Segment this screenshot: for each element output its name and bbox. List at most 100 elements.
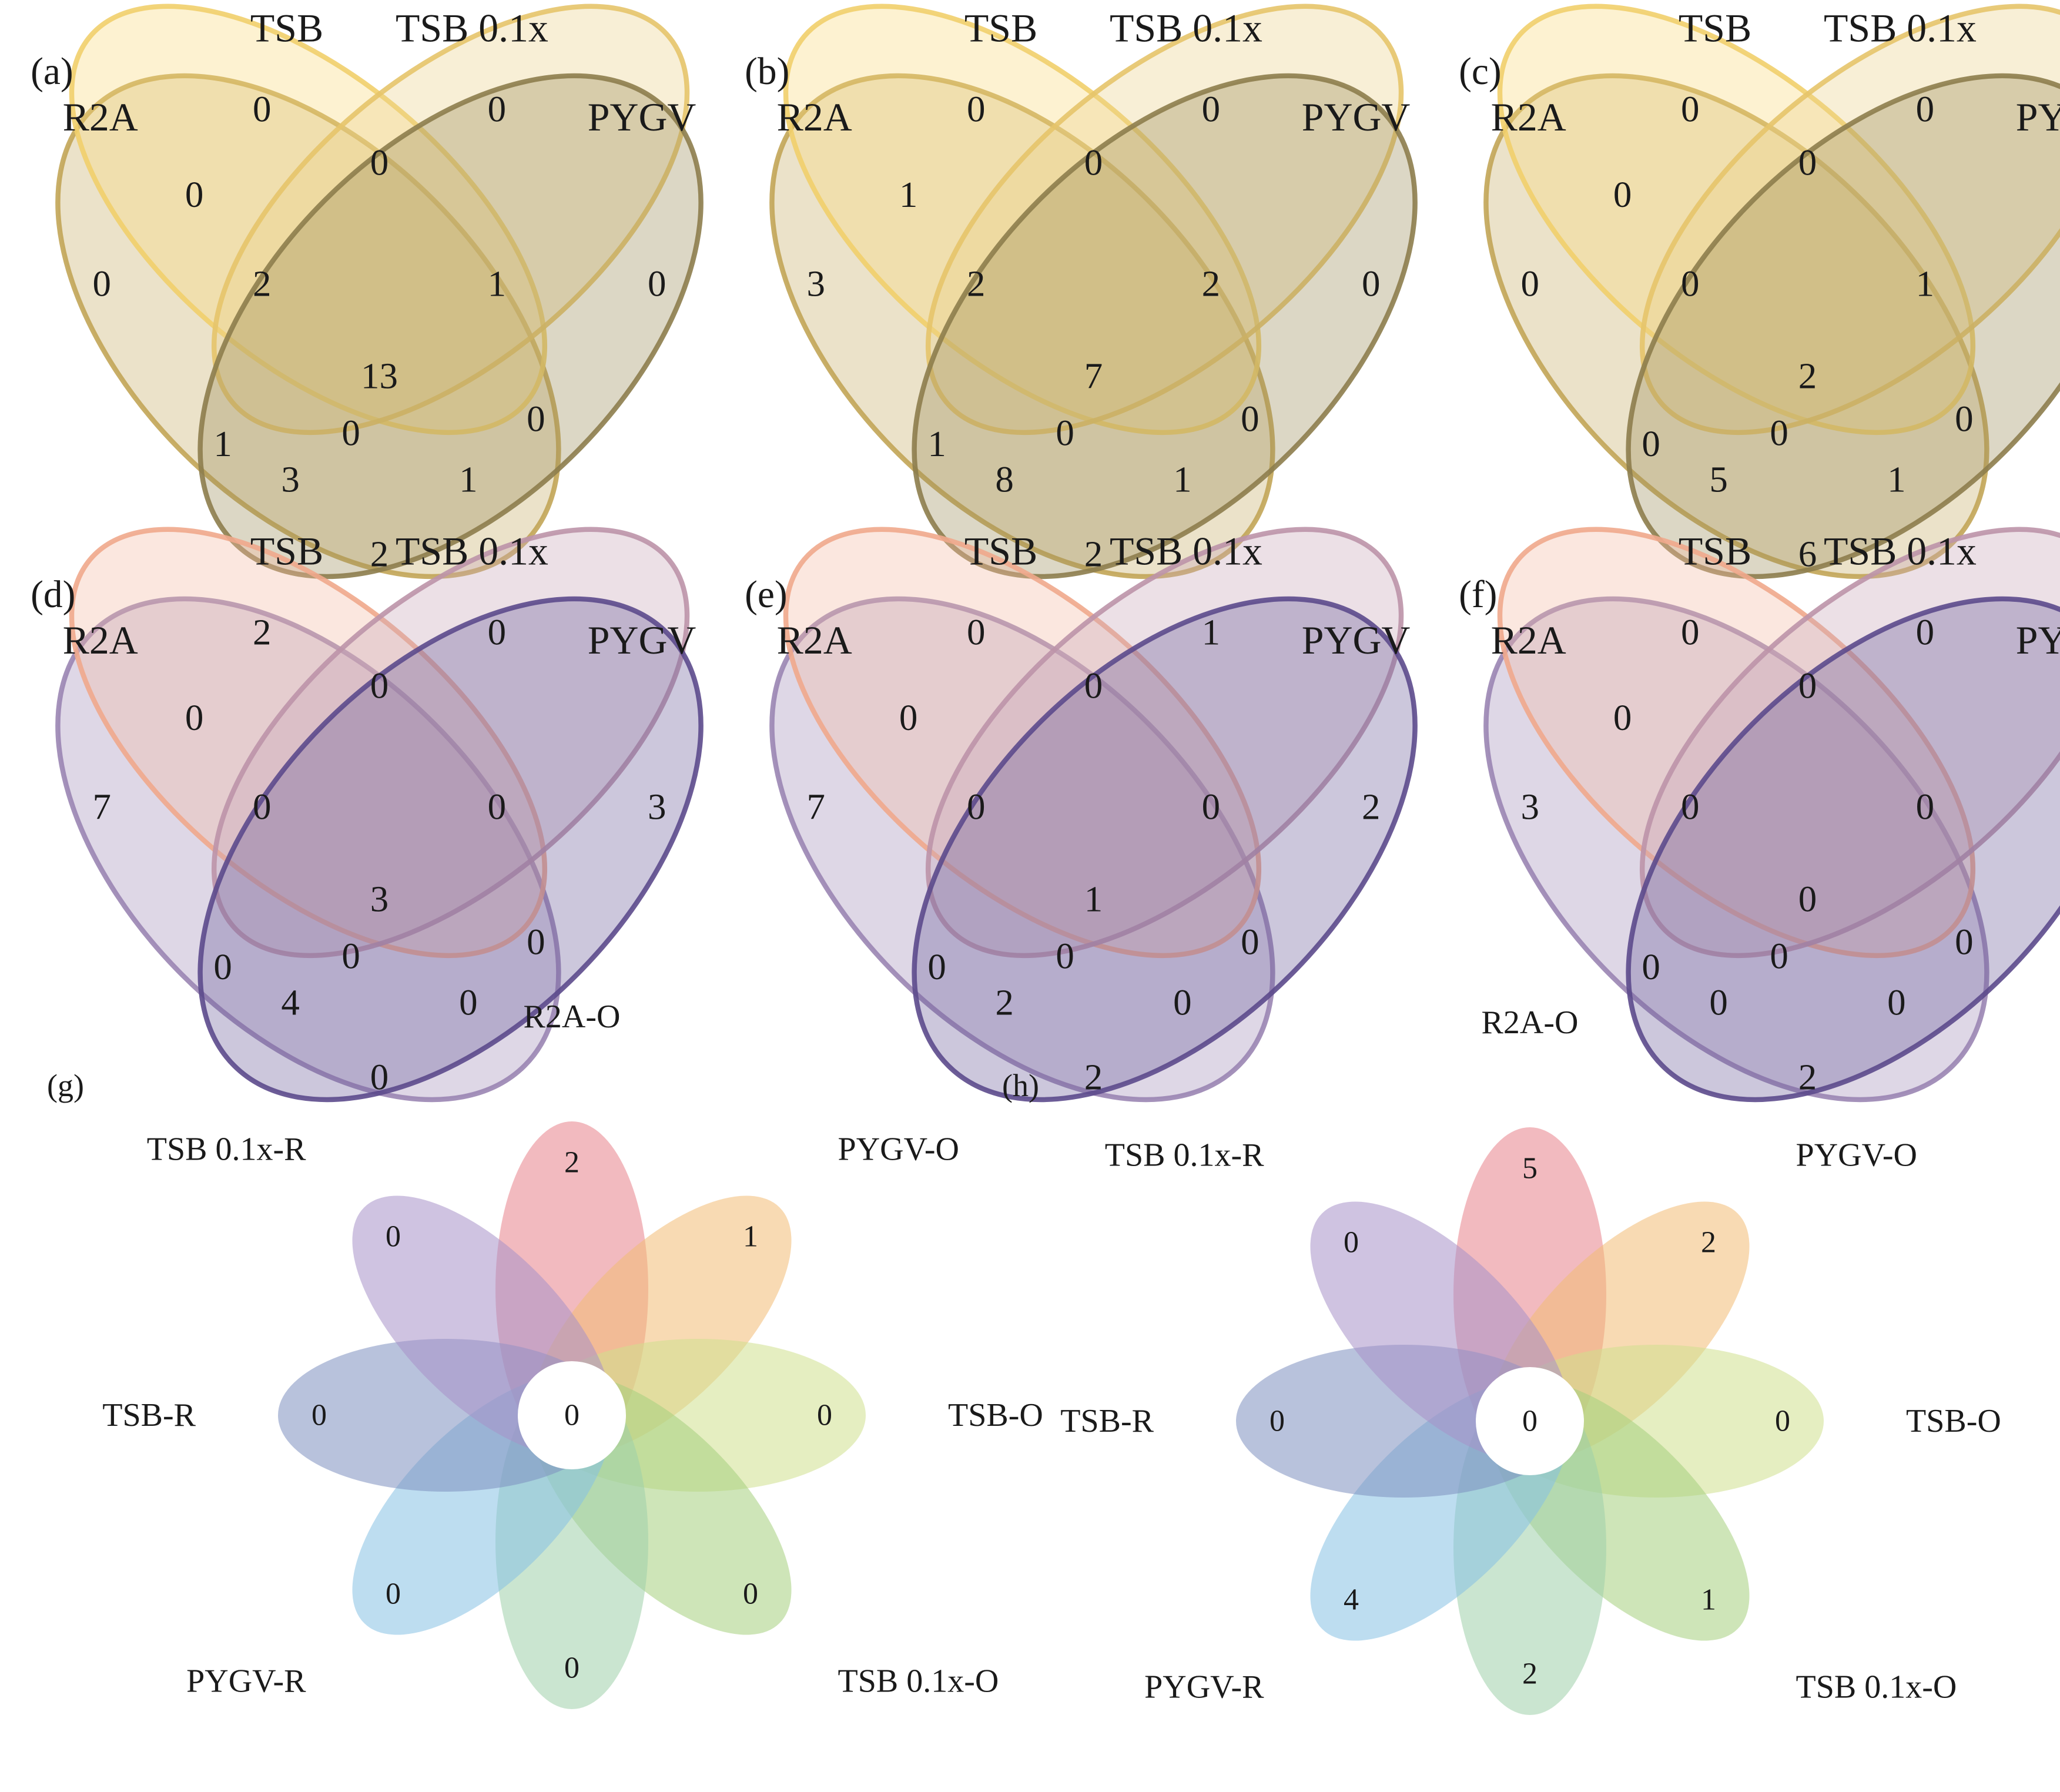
region-count-bcd: 0 (341, 413, 360, 454)
set-label-r2a: R2A (1491, 95, 1566, 139)
region-count-b: 0 (967, 89, 985, 130)
region-count-acd: 1 (1173, 458, 1191, 500)
region-count-abc: 0 (1955, 921, 1973, 962)
region-count-bd: 0 (488, 786, 506, 827)
region-count-ac: 0 (1681, 786, 1699, 827)
set-label-pygv: PYGV (1302, 95, 1411, 139)
region-count-abc: 0 (1241, 921, 1259, 962)
region-count-ad: 1 (213, 423, 232, 464)
petal-value-pygv-o: 2 (1701, 1225, 1716, 1259)
region-count-ab: 0 (185, 697, 203, 738)
region-count-ad: 0 (213, 946, 232, 987)
set-ellipse-pygv (912, 596, 1418, 1103)
petal-value-pygv-r: 0 (386, 1577, 401, 1611)
region-count-b: 0 (253, 89, 271, 130)
region-count-cd: 2 (1798, 1056, 1817, 1097)
set-ellipse-tsb-0-1x (211, 527, 690, 958)
petal-label-tsb-0-1x-o: TSB 0.1x-O (838, 1663, 999, 1700)
set-ellipse-tsb-0-1x (925, 527, 1404, 958)
region-count-b: 0 (1681, 612, 1699, 653)
set-ellipse-tsb-0-1x (211, 4, 690, 435)
set-label-tsb: TSB (964, 6, 1037, 51)
petal-label-pygv-o: PYGV-O (1796, 1137, 1917, 1173)
region-count-cd: 2 (1084, 1056, 1103, 1097)
petal-value-tsb-0-1x-r: 0 (386, 1220, 401, 1253)
region-count-bcd: 0 (1770, 936, 1788, 977)
petal-value-tsb-o: 0 (1775, 1405, 1790, 1438)
region-count-ab: 0 (185, 174, 203, 215)
region-count-bd: 2 (1202, 263, 1220, 304)
region-count-abd: 5 (1709, 458, 1727, 500)
region-count-abd: 2 (995, 982, 1013, 1023)
region-count-b: 0 (967, 612, 985, 653)
petal-label-pygv-r: PYGV-R (1144, 1669, 1264, 1706)
region-count-a: 0 (1520, 263, 1539, 304)
region-count-abc: 0 (527, 921, 545, 962)
petal-value-r2a-o: 2 (564, 1146, 580, 1180)
set-label-pygv: PYGV (2016, 95, 2060, 139)
region-count-acd: 0 (1173, 982, 1191, 1023)
region-count-cd: 2 (370, 533, 388, 574)
petal-value-tsb-r: 0 (311, 1399, 327, 1432)
region-count-ac: 0 (967, 786, 985, 827)
region-count-a: 7 (806, 786, 825, 827)
flower-center (1476, 1367, 1584, 1475)
region-count-abd: 0 (1709, 982, 1727, 1023)
region-count-ab: 0 (899, 697, 917, 738)
petal-label-tsb-o: TSB-O (948, 1397, 1043, 1433)
region-count-ad: 0 (1642, 423, 1660, 464)
region-count-ab: 0 (1613, 174, 1632, 215)
region-count-a: 3 (1520, 786, 1539, 827)
set-label-tsb: TSB (964, 530, 1037, 574)
region-count-bcd: 0 (1770, 413, 1788, 454)
region-count-bcd: 0 (341, 936, 360, 977)
petal-value-tsb-0-1x-o: 0 (743, 1577, 758, 1611)
region-count-abc: 0 (527, 398, 545, 439)
set-ellipse-pygv (197, 596, 704, 1103)
region-count-bc: 0 (1798, 665, 1817, 706)
set-label-r2a: R2A (63, 618, 138, 662)
set-ellipse-tsb-0-1x (925, 4, 1404, 435)
region-count-a: 0 (92, 263, 110, 304)
region-count-abcd: 3 (370, 879, 388, 920)
set-ellipse-r2a (769, 596, 1275, 1103)
flower-center-value: 0 (1522, 1405, 1538, 1438)
petal-label-pygv-r: PYGV-R (186, 1663, 306, 1700)
panel-letter: (h) (1002, 1068, 1039, 1103)
flower-center-value: 0 (564, 1399, 580, 1432)
petal-value-tsb-0-1x-r: 0 (1344, 1225, 1359, 1259)
region-count-c: 0 (1202, 89, 1220, 130)
petal-label-tsb-0-1x-r: TSB 0.1x-R (147, 1131, 306, 1167)
region-count-ac: 2 (253, 263, 271, 304)
region-count-b: 2 (253, 612, 271, 653)
set-label-tsb-0-1x: TSB 0.1x (1824, 6, 1977, 51)
region-count-bcd: 0 (1056, 936, 1074, 977)
region-count-abd: 4 (281, 982, 299, 1023)
region-count-c: 1 (1202, 612, 1220, 653)
region-count-b: 0 (1681, 89, 1699, 130)
set-label-tsb-0-1x: TSB 0.1x (1824, 530, 1977, 574)
set-label-r2a: R2A (63, 95, 138, 139)
region-count-ab: 1 (899, 174, 917, 215)
region-count-abcd: 2 (1798, 356, 1817, 397)
panel-letter: (f) (1459, 574, 1497, 616)
region-count-bc: 0 (1084, 142, 1103, 183)
region-count-cd: 6 (1798, 533, 1817, 574)
set-label-tsb-0-1x: TSB 0.1x (396, 530, 548, 574)
set-ellipse-tsb-0-1x (1639, 527, 2060, 958)
region-count-bc: 0 (1084, 665, 1103, 706)
region-count-cd: 0 (370, 1056, 388, 1097)
region-count-c: 0 (488, 612, 506, 653)
region-count-bd: 0 (1202, 786, 1220, 827)
region-count-ad: 0 (927, 946, 946, 987)
region-count-abcd: 13 (361, 356, 398, 397)
set-label-r2a: R2A (777, 618, 852, 662)
petal-value-tsb-r: 0 (1270, 1405, 1285, 1438)
panel-letter: (e) (745, 574, 788, 616)
region-count-a: 3 (806, 263, 825, 304)
region-count-ad: 1 (927, 423, 946, 464)
